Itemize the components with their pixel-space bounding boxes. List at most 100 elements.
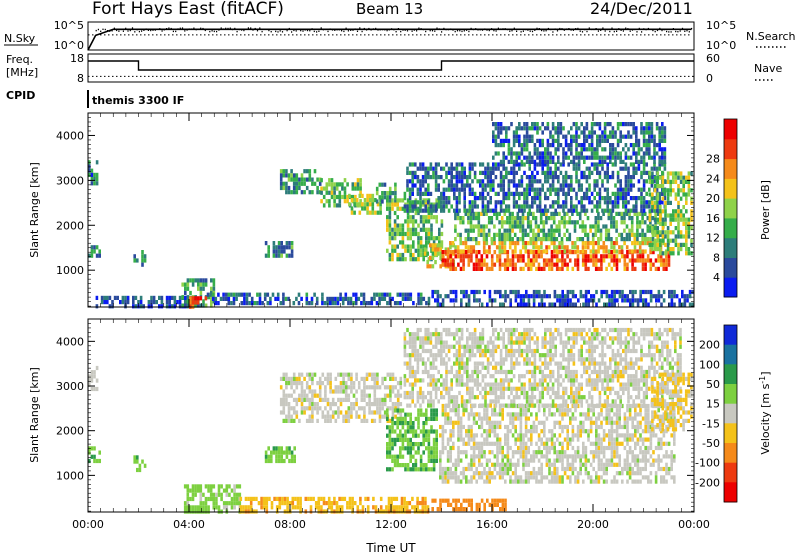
data-cell: [388, 195, 392, 200]
data-cell: [228, 484, 231, 489]
data-cell: [519, 298, 523, 303]
data-cell: [419, 442, 423, 447]
data-cell: [287, 410, 291, 415]
data-cell: [601, 179, 604, 184]
data-cell: [632, 151, 635, 156]
data-cell: [507, 170, 511, 175]
data-cell: [603, 200, 607, 205]
data-cell: [550, 211, 553, 216]
data-cell: [672, 230, 675, 235]
data-cell: [412, 219, 415, 224]
data-cell: [344, 292, 348, 297]
data-cell: [460, 187, 464, 192]
data-cell: [270, 505, 274, 510]
data-cell: [588, 196, 591, 201]
data-cell: [597, 237, 600, 242]
data-cell: [363, 393, 366, 398]
data-cell: [572, 122, 576, 127]
data-cell: [446, 450, 450, 455]
data-cell: [577, 162, 581, 167]
nsky-sample: [595, 28, 597, 30]
data-cell: [446, 254, 450, 259]
data-cell: [497, 191, 500, 196]
data-cell: [346, 182, 349, 187]
data-cell: [363, 397, 366, 402]
data-cell: [691, 302, 694, 307]
data-cell: [457, 458, 460, 463]
data-cell: [597, 228, 600, 233]
nsky-sample: [400, 30, 402, 33]
data-cell: [341, 194, 344, 200]
data-cell: [427, 433, 431, 438]
data-cell: [434, 162, 438, 167]
data-cell: [546, 155, 550, 160]
data-cell: [434, 204, 438, 209]
data-cell: [596, 191, 599, 196]
data-cell: [493, 408, 497, 413]
data-cell: [298, 181, 301, 186]
data-cell: [459, 258, 463, 263]
data-cell: [508, 232, 512, 237]
data-cell: [225, 492, 229, 497]
data-cell: [300, 181, 304, 186]
data-cell: [488, 294, 492, 299]
data-cell: [635, 138, 638, 143]
data-cell: [441, 254, 445, 259]
data-cell: [261, 301, 264, 306]
data-cell: [647, 302, 650, 307]
data-cell: [202, 282, 205, 287]
data-cell: [602, 249, 606, 254]
data-cell: [663, 166, 667, 171]
data-cell: [391, 244, 394, 249]
data-cell: [649, 249, 652, 254]
data-cell: [95, 172, 99, 177]
data-cell: [305, 393, 309, 398]
data-cell: [391, 257, 394, 262]
data-cell: [536, 170, 539, 175]
data-cell: [432, 166, 435, 171]
data-cell: [359, 186, 362, 191]
data-cell: [435, 442, 438, 447]
data-cell: [603, 122, 607, 127]
data-cell: [592, 258, 595, 263]
data-cell: [389, 418, 392, 423]
data-cell: [441, 498, 445, 503]
nsky-sample: [334, 29, 336, 31]
data-cell: [527, 258, 530, 263]
data-cell: [557, 143, 560, 148]
data-cell: [527, 241, 530, 246]
data-cell: [282, 296, 285, 301]
data-cell: [495, 232, 499, 237]
data-cell: [639, 294, 642, 299]
data-cell: [571, 302, 575, 307]
data-cell: [286, 501, 289, 506]
data-cell: [347, 406, 351, 411]
data-cell: [235, 296, 238, 301]
data-cell: [414, 442, 418, 447]
data-cell: [563, 262, 567, 267]
data-cell: [450, 204, 453, 209]
data-cell: [478, 471, 481, 476]
data-cell: [653, 205, 657, 210]
data-cell: [305, 397, 309, 402]
data-cell: [386, 223, 389, 228]
data-cell: [469, 216, 473, 221]
data-cell: [527, 294, 531, 299]
data-cell: [419, 166, 422, 171]
data-cell: [488, 298, 492, 303]
data-cell: [394, 385, 397, 390]
data-cell: [391, 376, 395, 381]
data-cell: [264, 450, 268, 455]
data-cell: [523, 187, 526, 192]
data-cell: [519, 249, 522, 254]
nsky-sample: [279, 30, 281, 32]
data-cell: [550, 262, 554, 267]
data-cell: [409, 442, 412, 447]
nsky-sample: [470, 27, 472, 30]
data-cell: [298, 185, 301, 191]
nsky-sample: [561, 28, 563, 30]
data-cell: [564, 294, 567, 299]
nsky-sample: [206, 28, 209, 30]
data-cell: [137, 300, 140, 305]
data-cell: [269, 296, 272, 301]
